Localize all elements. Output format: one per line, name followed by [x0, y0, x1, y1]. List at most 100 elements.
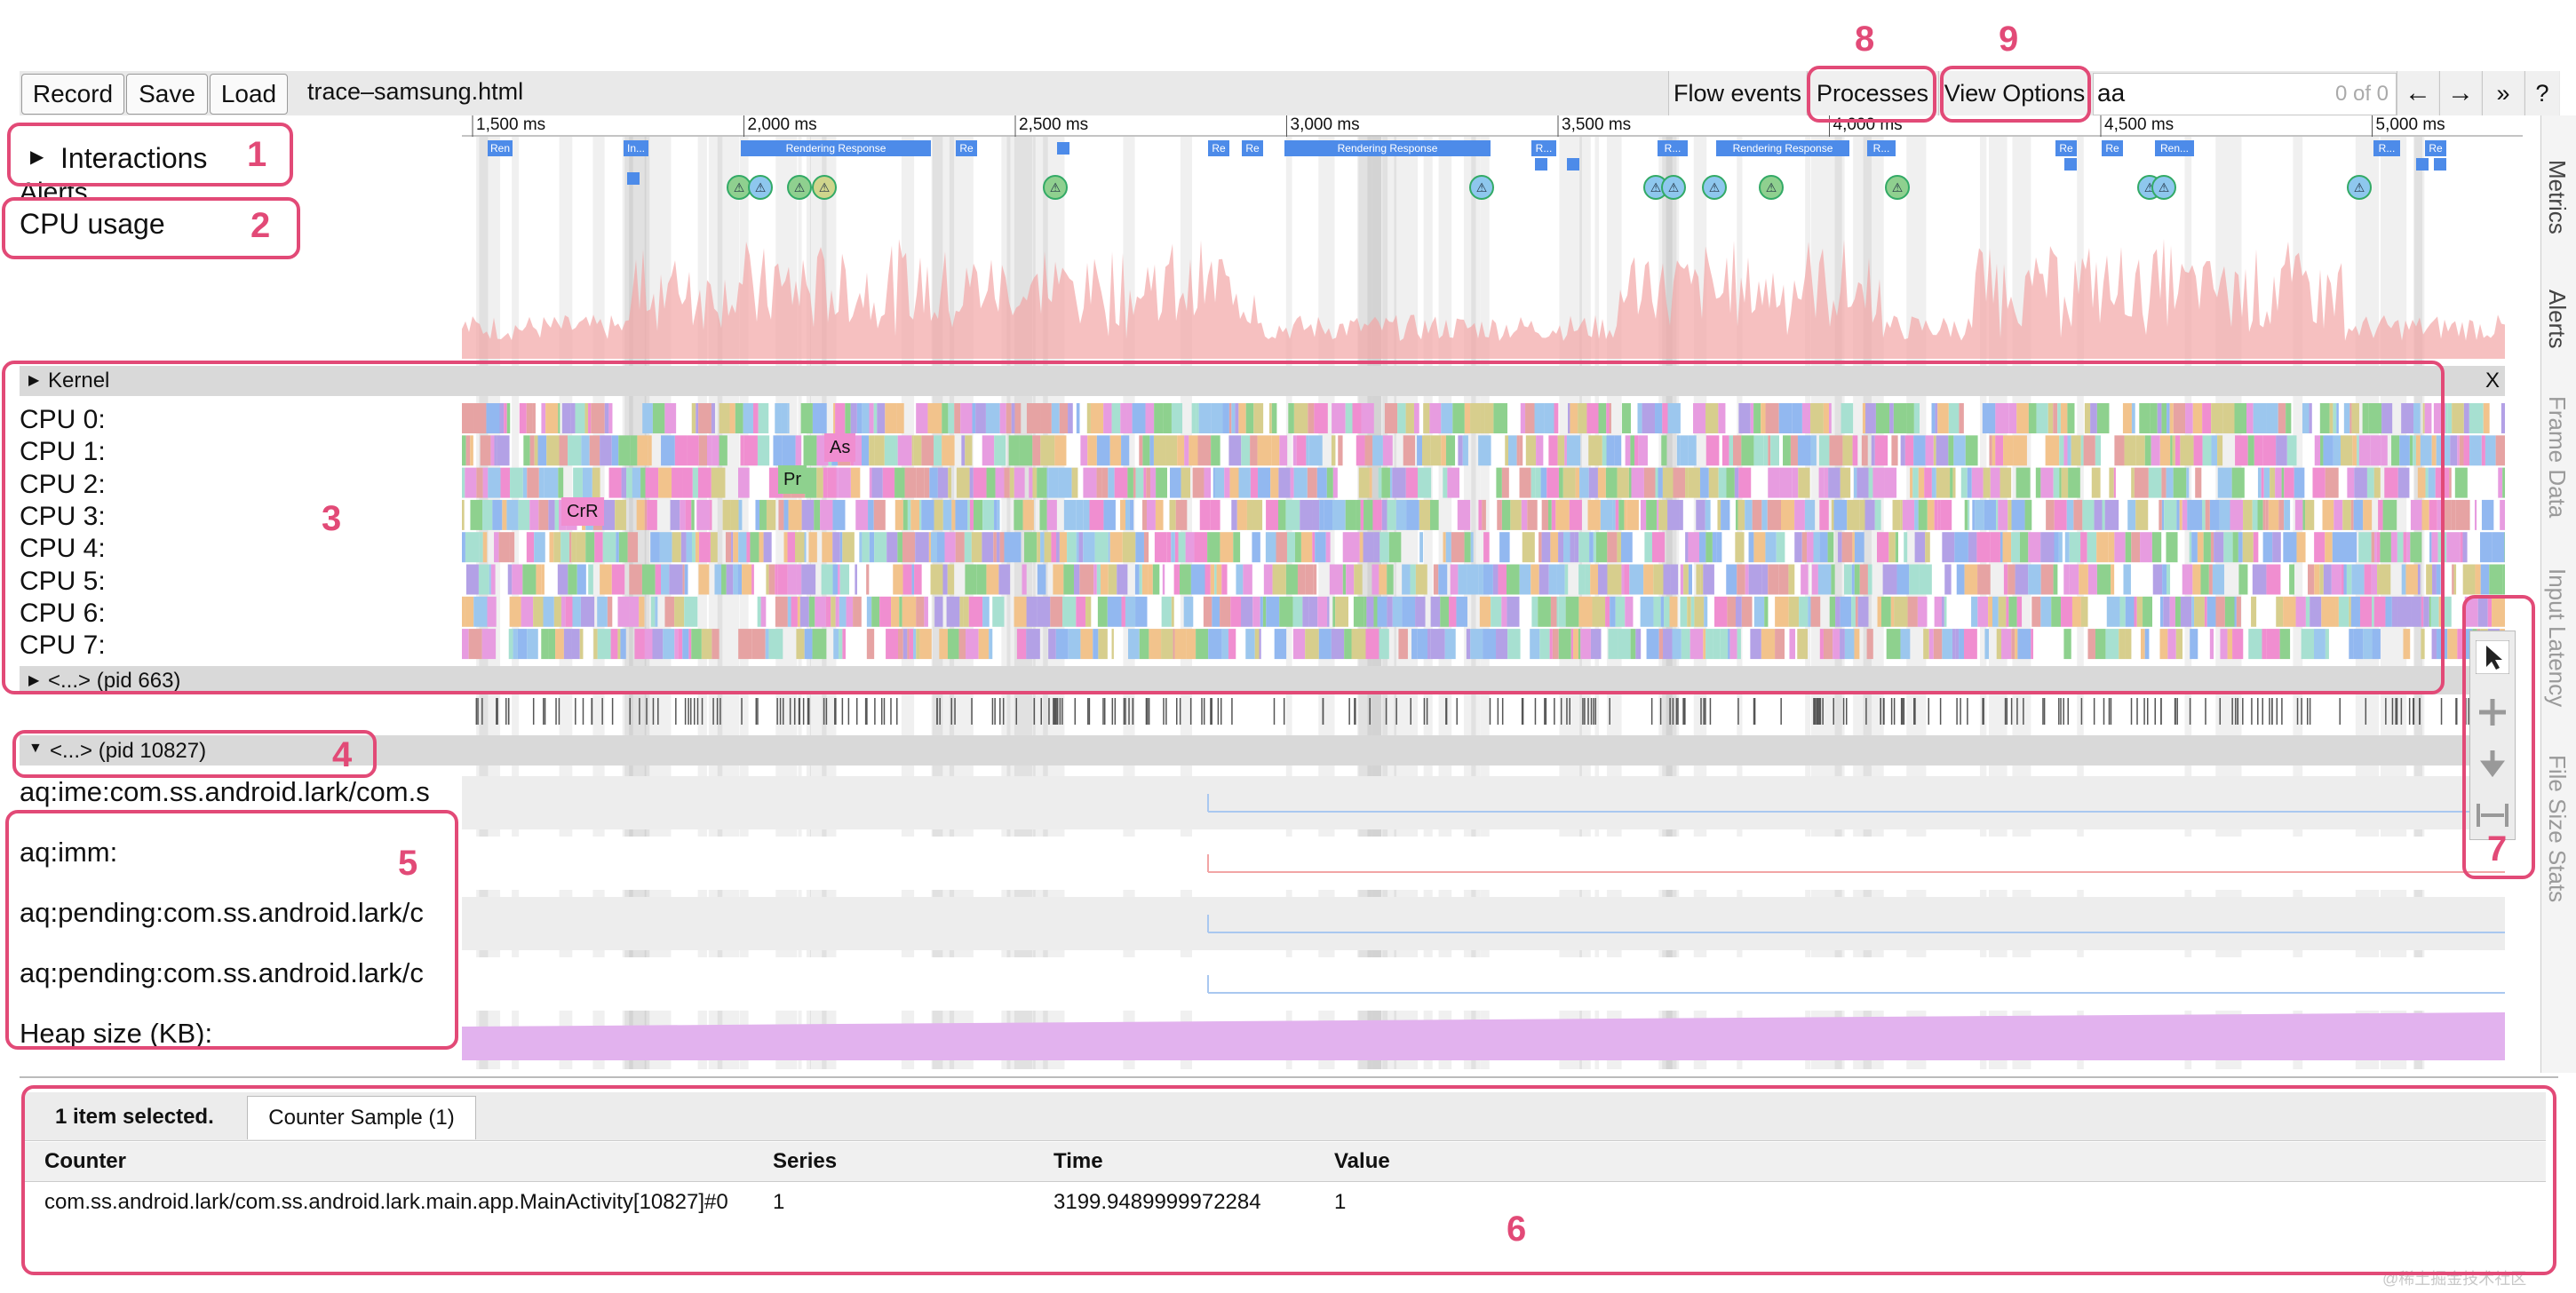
interaction-slice[interactable]: Ren... [2155, 140, 2194, 156]
cpu-slice [2343, 564, 2347, 595]
cpu-slice [1377, 596, 1387, 627]
column-header-value[interactable]: Value [1334, 1149, 1390, 1173]
cell-time[interactable]: 3199.9489999972284 [1053, 1190, 1261, 1214]
cpu-slice [2262, 435, 2277, 466]
cpu-slice [712, 435, 720, 466]
kernel-header[interactable]: ▶ Kernel X [20, 366, 2505, 396]
side-tab-alerts[interactable]: Alerts [2544, 290, 2571, 349]
counter-sample-tab[interactable]: Counter Sample (1) [247, 1096, 476, 1139]
alert-icon[interactable]: ⚠ [2151, 175, 2176, 200]
cpu-slice [1606, 403, 1610, 433]
kernel-close-button[interactable]: X [2485, 369, 2500, 393]
column-header-series[interactable]: Series [773, 1149, 838, 1173]
cpu-slice [2210, 532, 2214, 563]
interaction-slice[interactable]: R... [1531, 140, 1556, 156]
cpu-slice [1972, 499, 1976, 530]
process-header-663[interactable]: ▶ <...> (pid 663) [20, 666, 2505, 694]
alert-icon[interactable]: ⚠ [1661, 175, 1686, 200]
alert-icon[interactable]: ⚠ [748, 175, 773, 200]
process-header-10827[interactable]: ▼ <...> (pid 10827) [20, 735, 2505, 765]
interaction-slice[interactable]: Re [1208, 140, 1229, 156]
thread-tick [2281, 698, 2283, 725]
cpu-slice [1344, 629, 1352, 660]
processes-button[interactable]: Processes [1807, 71, 1937, 115]
interaction-slice[interactable]: Rendering Response [741, 140, 931, 156]
load-button[interactable]: Load [210, 74, 288, 115]
alert-icon[interactable]: ⚠ [1759, 175, 1784, 200]
cpu-slice [1360, 499, 1364, 530]
cpu-slice [726, 564, 734, 595]
interaction-slice[interactable]: Re [2055, 140, 2077, 156]
interactions-track-label[interactable]: Interactions [60, 142, 208, 174]
thread-tick [2108, 698, 2111, 725]
interaction-slice[interactable] [2434, 158, 2446, 171]
interaction-slice[interactable]: Rendering Response [1716, 140, 1849, 156]
alert-icon[interactable]: ⚠ [727, 175, 751, 200]
zoom-tool-icon[interactable] [2476, 747, 2509, 781]
alert-icon[interactable]: ⚠ [1043, 175, 1068, 200]
cpu-slice [1445, 532, 1451, 563]
cpu-slice [2191, 596, 2195, 627]
search-input[interactable]: aa 0 of 0 [2093, 73, 2397, 115]
cell-counter[interactable]: com.ss.android.lark/com.ss.android.lark.… [44, 1190, 728, 1214]
pan-tool-icon[interactable] [2476, 695, 2509, 729]
flow-events-button[interactable]: Flow events [1668, 71, 1806, 115]
help-button[interactable]: ? [2524, 71, 2559, 115]
cpu-slice [874, 435, 885, 466]
interaction-slice[interactable]: Ren [488, 140, 513, 156]
side-tab-input-latency[interactable]: Input Latency [2544, 568, 2571, 708]
interaction-slice[interactable] [2064, 158, 2077, 171]
cpu-slice [640, 467, 646, 498]
cpu-slice-label[interactable]: Pr [778, 465, 807, 494]
select-tool-icon[interactable] [2476, 640, 2509, 674]
cpu-slice-label[interactable]: As [824, 433, 856, 462]
thread-tick [2395, 698, 2397, 725]
side-tab-file-size-stats[interactable]: File Size Stats [2544, 755, 2571, 903]
interaction-slice[interactable]: Re [2102, 140, 2123, 156]
timing-tool-icon[interactable] [2476, 798, 2509, 832]
alert-icon[interactable]: ⚠ [812, 175, 837, 200]
cpu-slice [1608, 629, 1618, 660]
cpu-slice [538, 499, 549, 530]
interaction-slice[interactable] [627, 172, 640, 185]
cpu-slice [1207, 532, 1220, 563]
cpu-slice [2352, 435, 2357, 466]
interaction-slice[interactable]: R... [2373, 140, 2400, 156]
record-button[interactable]: Record [21, 74, 124, 115]
view-options-button[interactable]: View Options [1938, 71, 2090, 115]
more-button[interactable]: » [2482, 71, 2524, 115]
cpu-slice [2301, 629, 2315, 660]
alert-icon[interactable]: ⚠ [1885, 175, 1910, 200]
interaction-slice[interactable] [2416, 158, 2429, 171]
alert-icon[interactable]: ⚠ [1702, 175, 1727, 200]
interaction-slice[interactable]: In... [624, 140, 648, 156]
counter-track-bg [462, 957, 2505, 1011]
alert-icon[interactable]: ⚠ [2347, 175, 2372, 200]
interaction-slice[interactable]: R... [1867, 140, 1896, 156]
interaction-slice[interactable]: R... [1658, 140, 1688, 156]
cpu-slice [1620, 532, 1633, 563]
interaction-slice[interactable]: Re [956, 140, 977, 156]
side-tab-frame-data[interactable]: Frame Data [2544, 396, 2571, 519]
interaction-slice[interactable] [1057, 142, 1069, 155]
alert-icon[interactable]: ⚠ [787, 175, 812, 200]
interaction-slice[interactable]: Rendering Response [1284, 140, 1491, 156]
side-tab-metrics[interactable]: Metrics [2544, 160, 2571, 234]
cpu-slice-label[interactable]: CrR [561, 497, 604, 526]
cpu-slice [1026, 403, 1041, 433]
cpu-slice [1132, 403, 1146, 433]
save-button[interactable]: Save [126, 74, 208, 115]
cpu-slice [866, 596, 872, 627]
column-header-time[interactable]: Time [1053, 1149, 1103, 1173]
interaction-slice[interactable] [1535, 158, 1547, 171]
cpu-slice [2451, 499, 2456, 530]
interaction-slice[interactable] [1567, 158, 1579, 171]
interaction-slice[interactable]: Re [2425, 140, 2446, 156]
alert-icon[interactable]: ⚠ [1469, 175, 1494, 200]
cpu-slice [2114, 435, 2125, 466]
interaction-slice[interactable]: Re [1242, 140, 1263, 156]
search-next-button[interactable]: → [2439, 71, 2481, 115]
cpu-slice [2349, 596, 2351, 627]
search-prev-button[interactable]: ← [2397, 71, 2438, 115]
column-header-counter[interactable]: Counter [44, 1149, 126, 1173]
